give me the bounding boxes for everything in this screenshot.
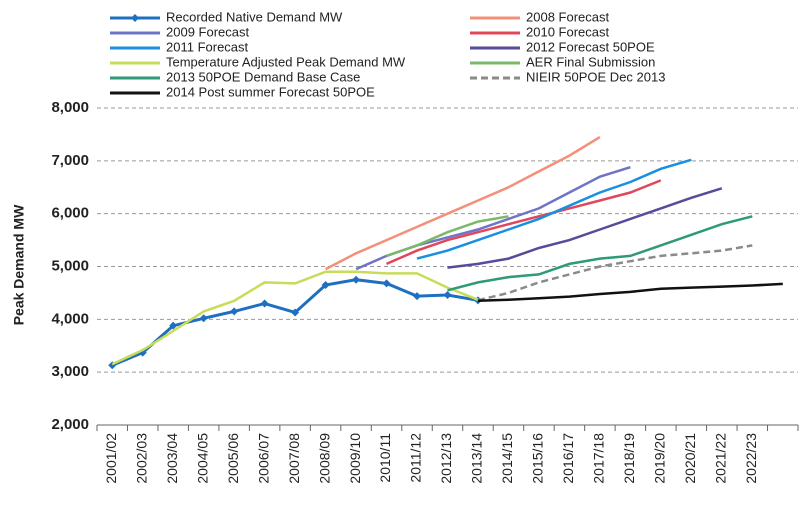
x-tick-label: 2014/15 <box>499 433 515 484</box>
y-tick-label: 3,000 <box>51 363 89 380</box>
series-line <box>447 215 753 292</box>
data-point <box>443 291 452 300</box>
x-tick-label: 2019/20 <box>652 433 668 484</box>
series-line <box>111 270 479 366</box>
series-line <box>447 187 723 269</box>
legend-label: Temperature Adjusted Peak Demand MW <box>166 54 406 69</box>
legend-label: Recorded Native Demand MW <box>166 9 343 24</box>
x-tick-label: 2004/05 <box>194 433 210 484</box>
y-tick-label: 6,000 <box>51 205 89 222</box>
x-tick-label: 2006/07 <box>255 433 271 484</box>
data-point <box>291 308 300 317</box>
x-tick-label: 2018/19 <box>621 433 637 484</box>
legend-label: AER Final Submission <box>526 54 655 69</box>
data-point <box>260 299 269 308</box>
y-tick-label: 8,000 <box>51 99 89 116</box>
data-point <box>321 280 330 289</box>
x-tick-label: 2009/10 <box>347 433 363 484</box>
legend-label: 2014 Post summer Forecast 50POE <box>166 84 375 99</box>
x-tick-label: 2010/11 <box>377 433 393 483</box>
legend-label: 2011 Forecast <box>166 39 249 54</box>
series-line <box>325 136 601 271</box>
data-point <box>169 321 178 330</box>
data-point <box>413 292 422 301</box>
legend-label: 2012 Forecast 50POE <box>526 39 655 54</box>
series-line <box>111 278 479 367</box>
y-tick-label: 2,000 <box>51 416 89 433</box>
legend-label: 2013 50POE Demand Base Case <box>166 69 360 84</box>
series-line <box>416 158 692 260</box>
data-point <box>352 275 361 284</box>
series-line <box>386 215 509 258</box>
y-tick-label: 7,000 <box>51 152 89 169</box>
legend-label: 2010 Forecast <box>526 24 609 39</box>
x-tick-label: 2012/13 <box>438 433 454 484</box>
legend-marker <box>131 14 139 22</box>
x-tick-label: 2005/06 <box>225 433 241 484</box>
x-tick-label: 2001/02 <box>103 433 119 484</box>
series-line <box>477 282 783 303</box>
series-line <box>386 179 662 266</box>
x-tick-label: 2011/12 <box>408 433 424 483</box>
x-tick-label: 2007/08 <box>286 433 302 484</box>
x-tick-label: 2021/22 <box>713 433 729 484</box>
x-tick-label: 2008/09 <box>316 433 332 484</box>
y-tick-label: 4,000 <box>51 310 89 327</box>
x-tick-label: 2017/18 <box>591 433 607 484</box>
legend-label: 2008 Forecast <box>526 9 609 24</box>
x-tick-label: 2002/03 <box>133 433 149 484</box>
x-tick-label: 2022/23 <box>743 433 759 484</box>
x-tick-label: 2016/17 <box>560 433 576 484</box>
y-axis-label: Peak Demand MW <box>11 204 27 325</box>
x-tick-label: 2013/14 <box>469 433 485 484</box>
y-tick-label: 5,000 <box>51 257 89 274</box>
x-tick-label: 2020/21 <box>682 433 698 484</box>
data-point <box>382 279 391 288</box>
x-tick-label: 2015/16 <box>530 433 546 484</box>
data-point <box>199 314 208 323</box>
legend-label: 2009 Forecast <box>166 24 249 39</box>
x-tick-label: 2003/04 <box>164 433 180 484</box>
series-line <box>477 244 753 302</box>
legend-label: NIEIR 50POE Dec 2013 <box>526 69 665 84</box>
data-point <box>230 307 239 316</box>
